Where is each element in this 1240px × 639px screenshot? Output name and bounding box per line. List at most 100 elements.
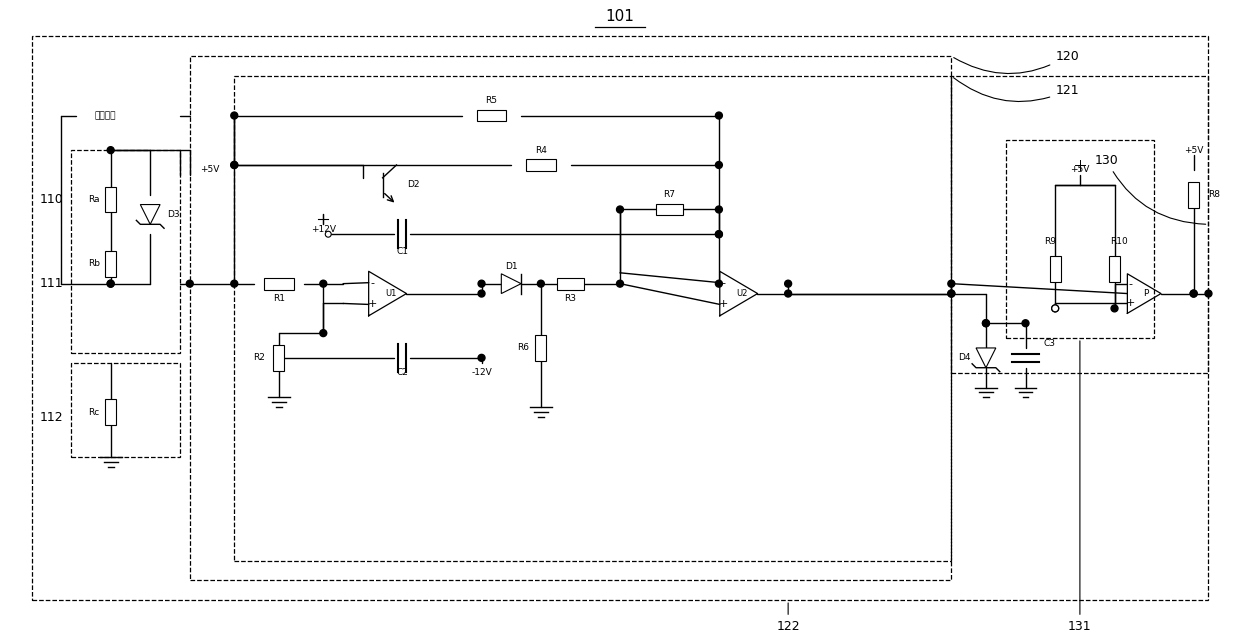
Bar: [105, 251, 117, 277]
Circle shape: [1190, 290, 1197, 297]
Text: D1: D1: [505, 263, 517, 272]
Bar: [1109, 256, 1120, 282]
Circle shape: [1052, 305, 1059, 312]
Circle shape: [1052, 305, 1059, 312]
Text: R9: R9: [1044, 236, 1056, 245]
Text: R2: R2: [253, 353, 265, 362]
Circle shape: [715, 206, 723, 213]
Text: R4: R4: [534, 146, 547, 155]
Circle shape: [186, 281, 193, 287]
Text: R6: R6: [517, 343, 529, 353]
Text: +12V: +12V: [311, 225, 336, 234]
Text: U1: U1: [384, 289, 397, 298]
Circle shape: [715, 112, 723, 119]
Text: 101: 101: [605, 9, 635, 24]
Text: R1: R1: [273, 294, 285, 303]
Circle shape: [107, 281, 114, 287]
Circle shape: [616, 281, 624, 287]
Circle shape: [231, 162, 238, 169]
Text: R3: R3: [564, 294, 577, 303]
Bar: [1188, 181, 1199, 208]
Polygon shape: [140, 204, 160, 224]
Text: D2: D2: [408, 180, 420, 189]
Text: R5: R5: [485, 96, 497, 105]
Bar: [31, 36, 1209, 600]
Bar: [190, 56, 951, 580]
Text: R8: R8: [1209, 190, 1220, 199]
Text: 121: 121: [954, 78, 1079, 102]
Text: 130: 130: [1095, 153, 1205, 224]
Circle shape: [479, 355, 485, 361]
Text: +5V: +5V: [200, 166, 219, 174]
Circle shape: [715, 281, 723, 287]
Text: -: -: [722, 278, 725, 288]
Circle shape: [785, 290, 791, 297]
Text: 110: 110: [40, 193, 63, 206]
Circle shape: [1111, 305, 1118, 312]
Bar: [1006, 140, 1154, 338]
Circle shape: [982, 320, 990, 327]
Circle shape: [537, 281, 544, 287]
Circle shape: [616, 206, 624, 213]
Bar: [536, 335, 547, 361]
Polygon shape: [501, 273, 521, 293]
Text: C2: C2: [397, 368, 408, 377]
Text: 122: 122: [776, 603, 800, 633]
Circle shape: [947, 290, 955, 297]
Bar: [71, 150, 180, 353]
Circle shape: [231, 162, 238, 169]
Circle shape: [1022, 320, 1029, 327]
Text: D4: D4: [959, 353, 971, 362]
Bar: [476, 110, 506, 121]
Circle shape: [947, 281, 955, 287]
Text: 高压输入: 高压输入: [95, 111, 117, 120]
Circle shape: [715, 231, 723, 238]
Text: 112: 112: [40, 411, 63, 424]
Text: -12V: -12V: [471, 368, 492, 377]
Circle shape: [320, 281, 327, 287]
Text: D3: D3: [167, 210, 180, 219]
Text: +: +: [719, 300, 729, 309]
Polygon shape: [976, 348, 996, 367]
Text: C3: C3: [1043, 339, 1055, 348]
Text: 120: 120: [954, 50, 1079, 73]
Circle shape: [231, 112, 238, 119]
Text: -: -: [371, 278, 374, 288]
Circle shape: [715, 162, 723, 169]
Bar: [264, 278, 294, 289]
Text: Ra: Ra: [88, 195, 99, 204]
Bar: [1050, 256, 1060, 282]
Bar: [526, 159, 556, 171]
Text: +: +: [368, 300, 377, 309]
Text: +5V: +5V: [1184, 146, 1203, 155]
Text: Rc: Rc: [88, 408, 99, 417]
Bar: [71, 363, 180, 457]
Text: U2: U2: [737, 289, 748, 298]
Bar: [105, 187, 117, 212]
Bar: [557, 278, 584, 289]
Text: C1: C1: [397, 247, 408, 256]
Circle shape: [107, 147, 114, 153]
Text: +: +: [1126, 298, 1135, 309]
Text: R7: R7: [663, 190, 676, 199]
Text: 111: 111: [40, 277, 63, 290]
Bar: [234, 76, 951, 560]
Circle shape: [325, 231, 331, 237]
Bar: [105, 399, 117, 425]
Circle shape: [1190, 290, 1197, 297]
Text: P: P: [1143, 289, 1148, 298]
Text: -: -: [1128, 279, 1132, 289]
Text: 131: 131: [1068, 341, 1091, 633]
Bar: [273, 345, 284, 371]
Text: R10: R10: [1111, 236, 1128, 245]
Circle shape: [982, 320, 990, 327]
Circle shape: [1205, 290, 1211, 297]
Circle shape: [715, 231, 723, 238]
Circle shape: [947, 290, 955, 297]
Circle shape: [320, 330, 327, 337]
Circle shape: [231, 281, 238, 287]
Circle shape: [479, 281, 485, 287]
Bar: [951, 76, 1209, 373]
Circle shape: [479, 290, 485, 297]
Circle shape: [785, 281, 791, 287]
